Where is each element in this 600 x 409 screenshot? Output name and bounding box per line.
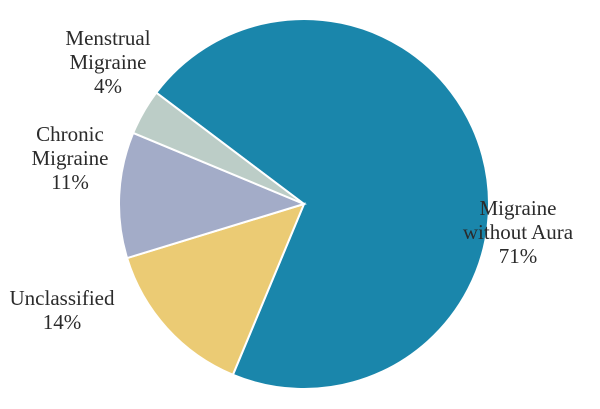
pie-label-text: Chronic bbox=[36, 122, 104, 146]
pie-label-percent: 14% bbox=[43, 310, 82, 334]
pie-label-text: without Aura bbox=[463, 220, 574, 244]
pie-slice-unclassified bbox=[125, 202, 306, 377]
pie-label-percent: 4% bbox=[94, 74, 122, 98]
pie-label-percent: 11% bbox=[51, 170, 89, 194]
pie-label-menstrual-migraine: Menstrual Migraine 4% bbox=[65, 26, 150, 98]
pie-label-chronic-migraine: Chronic Migraine 11% bbox=[32, 122, 109, 194]
pie-label-text: Migraine bbox=[480, 196, 557, 220]
pie-label-percent: 71% bbox=[499, 244, 538, 268]
pie-slice-menstrual-migraine bbox=[131, 91, 305, 205]
pie-slices bbox=[118, 18, 490, 390]
pie-label-migraine-without-aura: Migraine without Aura 71% bbox=[463, 196, 574, 268]
pie-label-text: Migraine bbox=[32, 146, 109, 170]
pie-label-unclassified: Unclassified 14% bbox=[10, 286, 115, 334]
pie-slice-chronic-migraine bbox=[118, 131, 307, 260]
pie-labels: Migraine without Aura 71%Unclassified 14%Ch… bbox=[10, 26, 574, 334]
pie-label-text: Unclassified bbox=[10, 286, 115, 310]
pie-label-text: Migraine bbox=[70, 50, 147, 74]
pie-slice-migraine-without-aura bbox=[154, 18, 490, 390]
pie-label-text: Menstrual bbox=[65, 26, 150, 50]
